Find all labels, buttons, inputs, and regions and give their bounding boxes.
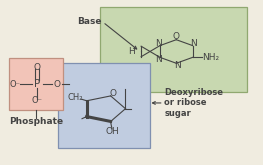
- Text: O⁻: O⁻: [32, 97, 43, 105]
- Text: N: N: [155, 55, 162, 64]
- Text: O: O: [34, 63, 41, 72]
- Text: N: N: [174, 61, 181, 70]
- Text: O: O: [53, 80, 60, 89]
- Bar: [100, 7, 247, 92]
- Text: N: N: [190, 39, 197, 48]
- Text: Phosphate: Phosphate: [9, 117, 63, 126]
- Text: sugar: sugar: [164, 109, 191, 118]
- Text: OH: OH: [105, 127, 119, 136]
- Text: Deoxyribose: Deoxyribose: [164, 88, 223, 97]
- Text: P: P: [34, 79, 41, 89]
- Text: H: H: [128, 47, 135, 56]
- Bar: [58, 63, 150, 148]
- Text: O: O: [109, 89, 116, 98]
- Text: NH₂: NH₂: [203, 53, 220, 62]
- Bar: [8, 58, 63, 110]
- Text: O: O: [173, 32, 180, 41]
- Text: N: N: [155, 39, 162, 48]
- Text: Base: Base: [77, 17, 102, 26]
- Text: or ribose: or ribose: [164, 99, 207, 107]
- Text: CH₂: CH₂: [67, 93, 83, 102]
- Text: O⁻: O⁻: [9, 80, 21, 89]
